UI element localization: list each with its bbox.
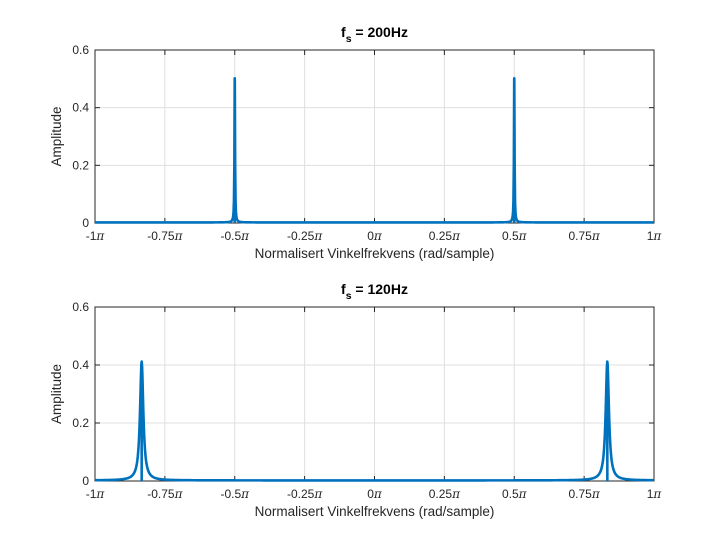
- y-tick-label: 0: [82, 216, 89, 230]
- x-tick-label: 0.75π: [569, 229, 601, 243]
- amplitude-line: [94, 360, 655, 482]
- y-axis-label: Amplitude: [49, 106, 64, 166]
- subplot-2: -1π -0.75π -0.5π -0.25π 0π 0.25π 0.5π 0.75π 1π 0 0…: [49, 281, 662, 519]
- x-tick-label: 1π: [647, 229, 663, 243]
- x-tick-label: -0.25π: [287, 487, 323, 501]
- x-axis-label: Normalisert Vinkelfrekvens (rad/sample): [255, 504, 495, 519]
- y-tick-label: 0.2: [72, 416, 89, 430]
- y-tick-label: 0.6: [72, 43, 89, 57]
- x-tick-label: -0.5π: [220, 487, 250, 501]
- x-tick-label: -0.5π: [220, 229, 250, 243]
- y-tick-label: 0.4: [72, 358, 89, 372]
- amplitude-line: [94, 76, 655, 224]
- x-tick-label: 0.25π: [429, 229, 461, 243]
- chart-title: fs = 120Hz: [341, 281, 408, 302]
- x-tick-label: 0.75π: [569, 487, 601, 501]
- x-tick-label: -1π: [86, 487, 106, 501]
- x-tick-label: -0.25π: [287, 229, 323, 243]
- x-tick-label: -1π: [86, 229, 106, 243]
- y-axis-label: Amplitude: [49, 364, 64, 424]
- x-tick-label: 0π: [367, 229, 383, 243]
- x-axis-label: Normalisert Vinkelfrekvens (rad/sample): [255, 246, 495, 261]
- x-tick-label: 0π: [367, 487, 383, 501]
- x-tick-label: 1π: [647, 487, 663, 501]
- y-tick-label: 0.6: [72, 300, 89, 314]
- x-tick-label: 0.25π: [429, 487, 461, 501]
- x-tick-label: -0.75π: [147, 487, 183, 501]
- y-tick-label: 0.4: [72, 101, 89, 115]
- x-tick-label: -0.75π: [147, 229, 183, 243]
- y-tick-label: 0: [82, 474, 89, 488]
- x-tick-label: 0.5π: [502, 487, 528, 501]
- subplot-1: -1π -0.75π -0.5π -0.25π 0π 0.25π 0.5π 0.75π 1π 0 0…: [49, 24, 662, 261]
- y-tick-label: 0.2: [72, 158, 89, 172]
- x-tick-label: 0.5π: [502, 229, 528, 243]
- chart-title: fs = 200Hz: [341, 24, 408, 45]
